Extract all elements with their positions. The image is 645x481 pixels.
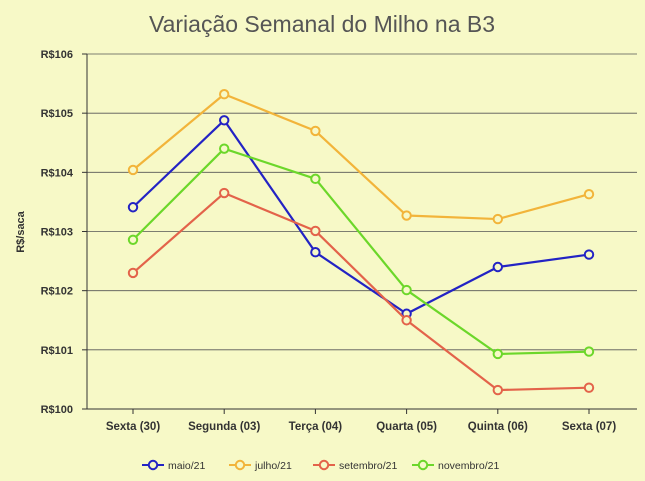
legend: maio/21 julho/21 setembro/21 novembro/21 [142,459,499,472]
data-point [127,267,139,279]
series-line [132,191,590,392]
data-point [583,346,595,357]
legend-label: setembro/21 [339,460,398,472]
data-point [310,125,321,137]
series-line [132,93,590,221]
data-point [583,189,595,200]
legend-label: novembro/21 [438,460,499,472]
legend-marker [147,459,159,471]
data-point [127,202,139,213]
y-tick-label: R$102 [41,286,73,298]
y-axis-label: R$/saca [15,210,27,252]
series-novembro-21 [127,143,595,360]
legend-label: julho/21 [254,460,292,472]
data-point [127,164,139,176]
legend-label: maio/21 [168,460,206,472]
data-point [401,315,412,326]
legend-item: setembro/21 [313,459,398,472]
data-point [492,348,503,360]
data-point [583,382,595,393]
axes [86,54,637,410]
y-tick-label: R$101 [41,345,73,357]
data-point [219,143,230,154]
legend-marker [234,459,246,471]
legend-marker [417,459,429,471]
x-tick-label: Sexta (30) [106,421,161,433]
data-point [492,384,503,396]
x-tick-label: Sexta (07) [562,421,617,433]
data-point [219,89,230,100]
series-setembro-21 [127,187,595,396]
series-lines [127,89,595,396]
data-point [401,284,412,296]
y-tick-label: R$100 [41,404,73,416]
data-point [310,225,321,237]
data-point [583,249,595,260]
data-point [492,261,503,273]
y-tick-label: R$104 [41,167,74,179]
x-tick-labels: Sexta (30) Segunda (03) Terça (04) Quarta (… [106,409,617,433]
legend-item: novembro/21 [412,459,499,472]
series-line [132,119,590,315]
y-tick-label: R$106 [41,49,73,61]
data-point [492,213,503,225]
data-point [401,210,412,221]
data-point [219,115,230,126]
y-tick-labels: R$100 R$101 R$102 R$103 R$104 R$105 R$106 [41,49,74,416]
data-point [127,234,139,245]
data-point [219,187,230,199]
x-tick-label: Quarta (05) [376,421,437,433]
legend-item: julho/21 [229,459,292,472]
data-point [310,173,321,185]
x-tick-label: Quinta (06) [468,421,528,433]
chart-title: Variação Semanal do Milho na B3 [149,11,495,37]
y-tick-label: R$105 [41,108,73,120]
x-tick-label: Segunda (03) [188,421,260,433]
x-tick-label: Terça (04) [289,421,343,433]
y-tick-label: R$103 [41,227,73,239]
legend-marker [318,459,330,471]
series-line [132,147,590,356]
legend-item: maio/21 [142,459,206,472]
series-julho-21 [127,89,595,225]
data-point [310,247,321,258]
series-maio-21 [127,115,595,319]
